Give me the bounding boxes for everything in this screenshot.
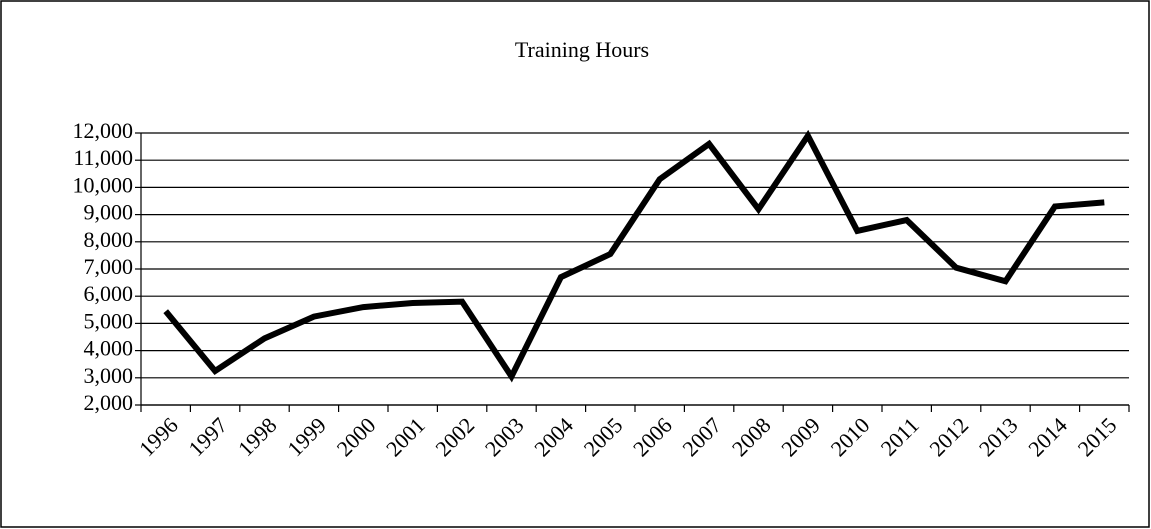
y-tick-label: 8,000 — [84, 227, 134, 252]
y-tick-label: 12,000 — [73, 118, 134, 143]
y-tick-label: 9,000 — [84, 200, 134, 225]
y-tick-label: 11,000 — [73, 145, 133, 170]
chart-title: Training Hours — [515, 37, 649, 62]
y-tick-label: 4,000 — [84, 336, 134, 361]
y-tick-label: 7,000 — [84, 254, 134, 279]
y-tick-label: 10,000 — [73, 172, 134, 197]
y-tick-label: 6,000 — [84, 281, 134, 306]
data-line — [163, 129, 1105, 383]
y-tick-label: 5,000 — [84, 308, 134, 333]
y-tick-label: 3,000 — [84, 363, 134, 388]
y-tick-label: 2,000 — [84, 390, 134, 415]
